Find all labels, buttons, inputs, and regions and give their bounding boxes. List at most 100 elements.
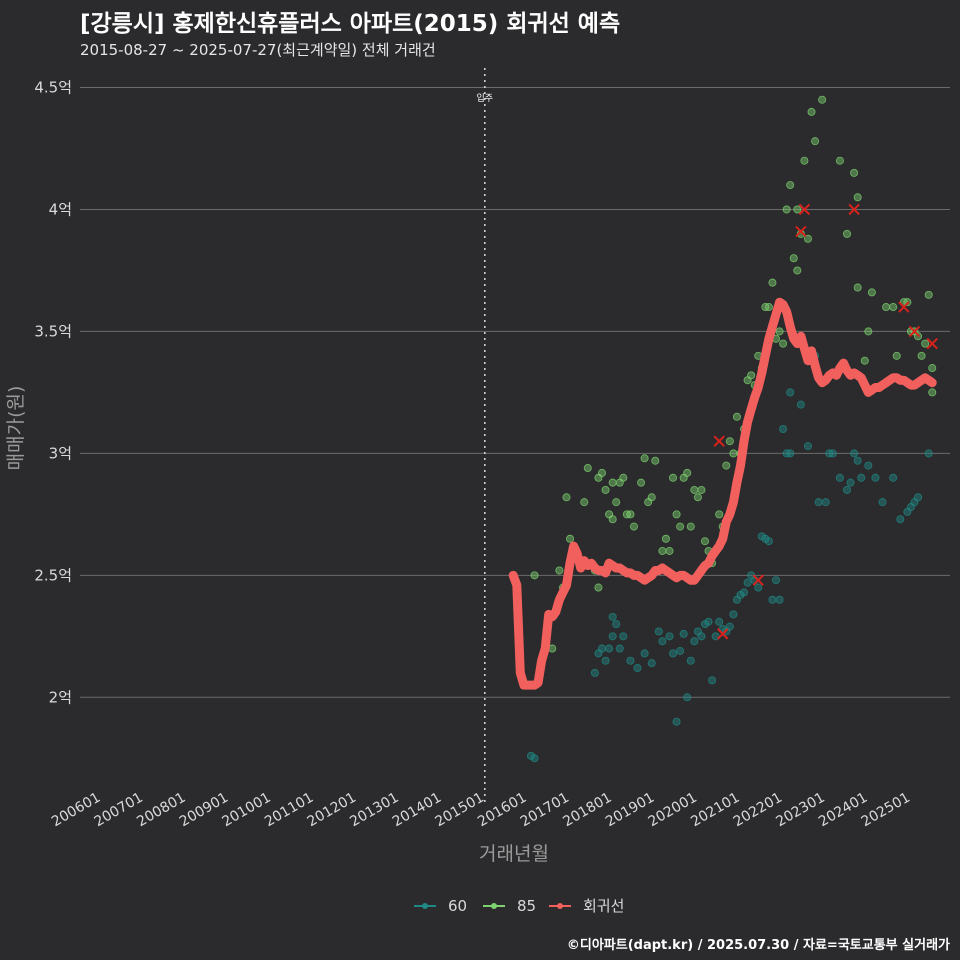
regression-path — [508, 297, 937, 690]
point-85 — [867, 288, 876, 297]
point-85 — [690, 485, 699, 494]
point-85 — [786, 181, 795, 190]
point-60 — [772, 576, 781, 585]
point-85 — [882, 303, 891, 312]
point-60 — [626, 656, 635, 665]
point-85 — [924, 290, 933, 299]
point-85 — [921, 339, 930, 348]
cross-stroke — [908, 325, 921, 338]
point-60 — [715, 617, 724, 626]
point-60 — [708, 676, 717, 685]
cross-stroke — [713, 435, 725, 447]
point-60 — [803, 442, 812, 451]
point-85 — [917, 351, 926, 360]
point-60 — [665, 632, 674, 641]
y-tick-label: 4억 — [49, 200, 72, 218]
highlight-marker — [848, 203, 860, 216]
point-85 — [853, 283, 862, 292]
point-85 — [764, 303, 773, 312]
highlight-marker — [898, 301, 910, 313]
cross-stroke — [717, 628, 729, 640]
point-85 — [669, 473, 678, 482]
point-85 — [928, 388, 937, 397]
cross-stroke — [795, 225, 807, 238]
point-60 — [601, 656, 610, 665]
point-60 — [530, 754, 539, 763]
point-60 — [672, 717, 681, 726]
point-60 — [775, 595, 784, 604]
point-60 — [697, 632, 706, 641]
point-60 — [828, 449, 837, 458]
point-60 — [764, 537, 773, 546]
point-60 — [686, 656, 695, 665]
point-60 — [889, 473, 898, 482]
move-in-annotation: 입주 — [477, 68, 494, 802]
point-60 — [786, 388, 795, 397]
legend: 60 85 회귀선 — [414, 897, 624, 915]
point-85 — [676, 522, 685, 531]
series-60-points — [526, 351, 933, 763]
highlight-marker — [752, 574, 764, 586]
point-85 — [629, 522, 638, 531]
point-60 — [821, 498, 830, 507]
cross-stroke — [752, 574, 764, 586]
point-60 — [683, 693, 692, 702]
highlight-marker — [926, 337, 938, 350]
regression-line — [508, 297, 937, 690]
point-85 — [530, 571, 539, 580]
point-85 — [686, 522, 695, 531]
y-tick-label: 4.5억 — [34, 79, 72, 97]
point-85 — [864, 327, 873, 336]
y-tick-label: 3.5억 — [34, 322, 72, 340]
legend-item-85: 85 — [483, 897, 536, 915]
point-85 — [725, 437, 734, 446]
point-85 — [800, 156, 809, 165]
legend-key-dot — [491, 903, 497, 909]
y-axis-label: 매매가(원) — [5, 386, 27, 471]
point-85 — [860, 356, 869, 365]
point-60 — [725, 622, 734, 631]
point-85 — [594, 583, 603, 592]
legend-key-dot — [422, 903, 428, 909]
point-85 — [889, 303, 898, 312]
point-85 — [722, 461, 731, 470]
point-85 — [580, 498, 589, 507]
point-60 — [640, 649, 649, 658]
point-60 — [679, 629, 688, 638]
point-85 — [658, 546, 667, 555]
point-60 — [654, 627, 663, 636]
highlight-marker — [798, 203, 811, 216]
highlight-marker — [795, 225, 807, 238]
point-60 — [871, 473, 880, 482]
point-85 — [626, 510, 635, 519]
point-60 — [598, 644, 607, 653]
point-60 — [704, 617, 713, 626]
point-85 — [793, 266, 802, 275]
point-60 — [754, 583, 763, 592]
point-85 — [583, 464, 592, 473]
point-60 — [768, 595, 777, 604]
point-85 — [853, 193, 862, 202]
point-85 — [672, 510, 681, 519]
legend-item-회귀선: 회귀선 — [549, 897, 624, 915]
point-85 — [807, 107, 816, 116]
point-85 — [647, 493, 656, 502]
point-60 — [835, 473, 844, 482]
y-tick-label: 2.5억 — [34, 566, 72, 584]
point-85 — [892, 351, 901, 360]
point-85 — [928, 364, 937, 373]
point-60 — [924, 449, 933, 458]
highlight-marker — [908, 325, 921, 338]
y-axis-ticks: 2억 2.5억 3억 3.5억 4억 4.5억 — [34, 79, 72, 707]
point-60 — [590, 668, 599, 677]
point-60 — [786, 449, 795, 458]
move-in-label: 입주 — [477, 92, 494, 104]
point-60 — [896, 515, 905, 524]
point-60 — [857, 473, 866, 482]
legend-item-60: 60 — [414, 897, 467, 915]
point-85 — [562, 493, 571, 502]
point-60 — [633, 664, 642, 673]
point-85 — [661, 534, 670, 543]
point-60 — [608, 612, 617, 621]
point-85 — [768, 278, 777, 287]
